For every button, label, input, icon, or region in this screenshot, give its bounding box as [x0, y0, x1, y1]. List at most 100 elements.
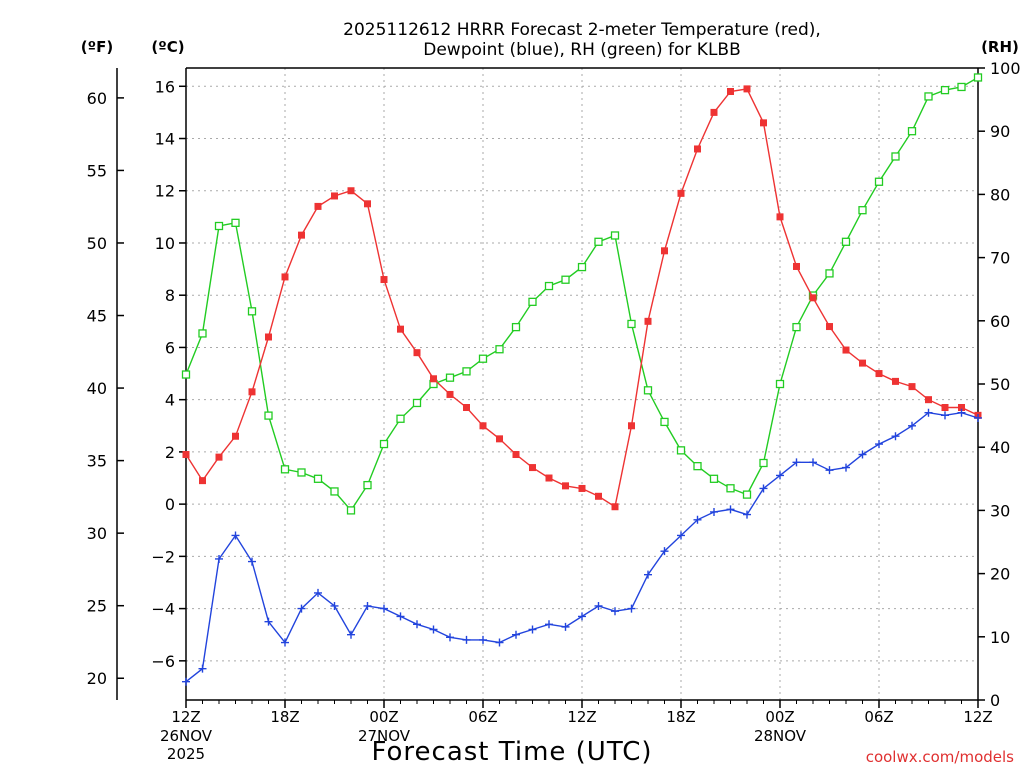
rh-point [874, 177, 884, 186]
rh-point [594, 237, 603, 246]
dewpoint-point [479, 635, 487, 644]
rh-point [660, 417, 669, 427]
dewpoint-point [528, 625, 537, 634]
celsius-tick-label: 10 [155, 234, 175, 253]
dewpoint-point [182, 677, 190, 686]
x-tick-sublabel: 28NOV [754, 727, 807, 745]
temperature-point [628, 422, 635, 430]
rh-point [577, 262, 587, 272]
fahrenheit-tick-label: 35 [87, 452, 107, 471]
rh-point [330, 487, 339, 496]
dewpoint-point [677, 531, 685, 540]
fahrenheit-tick-label: 25 [87, 597, 107, 616]
rh-point [841, 237, 851, 246]
rh-point [643, 386, 653, 395]
dewpoint-point [809, 458, 817, 467]
fahrenheit-tick-label: 60 [87, 89, 107, 108]
rh-point [940, 85, 950, 95]
temperature-point [578, 484, 586, 492]
dewpoint-point [957, 408, 966, 417]
fahrenheit-axis-label: (ºF) [81, 38, 113, 56]
rh-point [297, 468, 306, 477]
rh-tick-label: 50 [990, 375, 1010, 394]
dewpoint-point [726, 505, 735, 514]
rh-point [709, 474, 719, 483]
temperature-point [364, 200, 371, 208]
fahrenheit-tick-label: 20 [87, 669, 107, 688]
temperature-point [958, 404, 965, 412]
rh-tick-label: 70 [990, 249, 1010, 268]
celsius-tick-label: 16 [155, 77, 175, 96]
rh-point [511, 322, 521, 332]
temperature-point [661, 247, 668, 255]
dewpoint-point [924, 408, 933, 417]
celsius-tick-label: −4 [151, 600, 175, 619]
temperature-point [496, 435, 503, 443]
temperature-point [793, 262, 800, 270]
celsius-tick-label: 8 [165, 286, 175, 305]
fahrenheit-tick-label: 55 [87, 161, 107, 180]
dewpoint-point [627, 604, 636, 613]
rh-point [759, 458, 768, 468]
dewpoint-point [858, 450, 867, 459]
chart-title-line-2: Dewpoint (blue), RH (green) for KLBB [423, 40, 741, 60]
rh-tick-label: 80 [990, 185, 1010, 204]
temperature-point [479, 422, 487, 430]
dewpoint-point [363, 601, 372, 610]
dewpoint-point [495, 638, 504, 647]
rh-tick-label: 0 [990, 691, 1000, 710]
temperature-point [347, 187, 355, 195]
temperature-point [397, 325, 404, 333]
x-tick-label: 00Z [765, 708, 794, 726]
temperature-point [182, 451, 190, 459]
rh-point [561, 275, 570, 284]
dewpoint-point [693, 515, 702, 524]
x-tick-label: 12Z [171, 708, 200, 726]
dewpoint-point [446, 633, 454, 642]
x-tick-sublabel: 26NOV [160, 727, 213, 745]
temperature-point [875, 370, 883, 378]
dewpoint-point [330, 601, 339, 610]
rh-series-line [185, 76, 979, 512]
fahrenheit-tick-label: 45 [87, 307, 107, 326]
temperature-point [232, 432, 239, 440]
x-tick-label: 12Z [567, 708, 596, 726]
fahrenheit-tick-label: 50 [87, 234, 107, 253]
temperature-point [842, 346, 850, 354]
temperature-point [776, 213, 784, 221]
rh-point [528, 297, 537, 306]
temperature-point [826, 323, 833, 331]
dewpoint-point [396, 612, 405, 621]
temperature-point [413, 349, 421, 357]
temperature-point [710, 108, 718, 116]
temperature-point [529, 464, 536, 472]
dewpoint-point [743, 510, 751, 519]
dewpoint-point [974, 413, 982, 422]
temperature-point [265, 333, 272, 341]
dewpoint-point [710, 507, 718, 516]
x-tick-label: 06Z [864, 708, 893, 726]
rh-point [792, 322, 801, 332]
celsius-tick-label: 2 [165, 443, 175, 462]
temperature-point [892, 377, 899, 385]
rh-point [181, 370, 191, 379]
x-tick-label: 06Z [468, 708, 497, 726]
rh-tick-label: 90 [990, 122, 1010, 141]
temperature-point [281, 273, 289, 281]
rh-point [264, 411, 273, 420]
rh-point [957, 82, 966, 92]
dewpoint-point [281, 638, 289, 647]
temperature-point [248, 388, 256, 396]
rh-point [858, 206, 867, 215]
rh-point [214, 221, 224, 231]
temperature-point [512, 451, 520, 459]
dewpoint-point [759, 484, 768, 493]
dewpoint-point [792, 458, 801, 467]
dewpoint-point [660, 547, 669, 556]
temperature-point [859, 359, 866, 367]
rh-point [462, 367, 471, 376]
rh-point [693, 462, 702, 471]
dewpoint-point [908, 421, 916, 430]
dewpoint-point [248, 557, 256, 566]
